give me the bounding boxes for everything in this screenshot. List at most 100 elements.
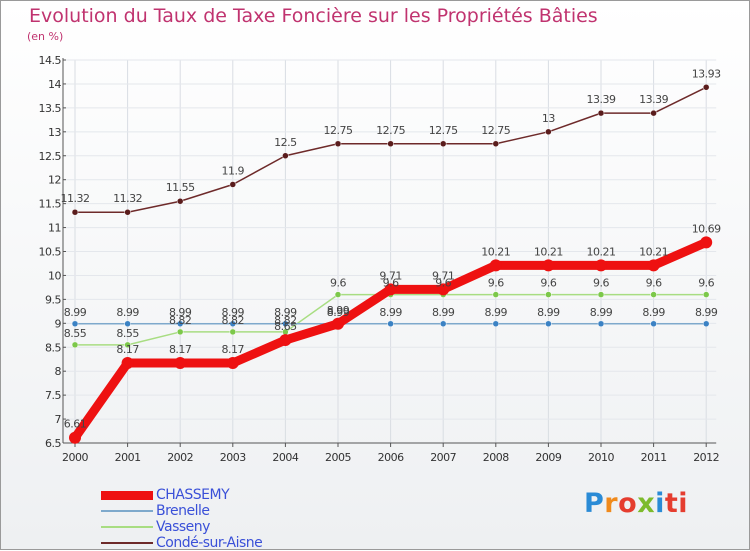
data-point — [334, 291, 342, 298]
data-point — [597, 320, 605, 328]
data-label: 6.61 — [64, 418, 87, 431]
data-label: 9.71 — [432, 269, 455, 282]
data-label: 8.99 — [379, 306, 402, 319]
data-point — [176, 320, 184, 328]
data-point — [384, 283, 397, 296]
data-point — [121, 357, 134, 370]
data-point — [387, 320, 394, 328]
data-label: 13 — [542, 112, 555, 125]
legend: CHASSEMY Brenelle Vasseny Condé-sur-Aisn… — [101, 487, 263, 551]
data-point — [176, 328, 184, 336]
data-point — [492, 320, 500, 328]
data-label: 13.39 — [639, 93, 668, 106]
data-label: 10.69 — [692, 222, 721, 235]
x-tick-label: 2011 — [641, 451, 667, 464]
legend-item-brenelle[interactable]: Brenelle — [101, 503, 262, 519]
y-tick-label: 6.5 — [45, 437, 61, 450]
data-point — [332, 317, 344, 330]
data-label: 8.99 — [64, 306, 87, 319]
legend-item-vasseny[interactable]: Vasseny — [101, 519, 262, 535]
data-point — [174, 357, 187, 370]
data-label: 12.75 — [324, 124, 353, 137]
data-label: 8.17 — [116, 343, 139, 356]
data-point — [650, 320, 657, 328]
y-tick-label: 11 — [48, 222, 61, 235]
x-tick-label: 2007 — [430, 451, 456, 464]
data-point — [647, 259, 660, 272]
legend-label-brenelle: Brenelle — [156, 503, 210, 519]
y-tick-label: 12.5 — [39, 150, 62, 163]
data-label: 10.21 — [481, 245, 510, 258]
x-tick-label: 2000 — [62, 451, 88, 464]
data-point — [226, 357, 239, 370]
y-tick-label: 11.5 — [39, 198, 62, 211]
data-label: 8.99 — [327, 304, 350, 317]
y-tick-label: 12 — [48, 174, 61, 187]
logo-letter: ti — [664, 488, 689, 519]
data-label: 9.6 — [540, 277, 556, 290]
data-label: 8.55 — [64, 327, 87, 340]
data-label: 13.93 — [692, 67, 721, 80]
data-label: 8.82 — [274, 314, 297, 327]
data-label: 9.6 — [646, 277, 662, 290]
y-tick-label: 13.5 — [39, 102, 62, 115]
data-point — [334, 140, 342, 148]
data-label: 8.99 — [222, 306, 245, 319]
data-label: 11.32 — [113, 192, 142, 205]
x-tick-label: 2002 — [167, 451, 193, 464]
data-label: 10.21 — [639, 245, 668, 258]
data-point — [700, 236, 713, 249]
chart-title: Evolution du Taux de Taxe Foncière sur l… — [29, 5, 598, 27]
data-point — [439, 140, 447, 148]
data-label: 8.99 — [274, 306, 297, 319]
x-tick-label: 2001 — [115, 451, 141, 464]
legend-item-conde-sur-aisne[interactable]: Condé-sur-Aisne — [101, 535, 263, 551]
data-point — [545, 320, 552, 328]
legend-label-vasseny: Vasseny — [156, 519, 210, 535]
y-tick-label: 13 — [48, 126, 61, 139]
x-tick-label: 2009 — [535, 451, 561, 464]
legend-item-chassemy[interactable]: CHASSEMY — [101, 487, 262, 503]
data-label: 9.6 — [330, 277, 346, 290]
legend-swatch-conde-sur-aisne — [101, 542, 153, 544]
data-point — [492, 291, 500, 298]
data-point — [439, 320, 447, 328]
data-point — [702, 291, 710, 298]
data-point — [71, 341, 79, 349]
logo-letter: P — [584, 488, 605, 519]
data-point — [387, 140, 394, 148]
data-point — [124, 341, 131, 349]
x-tick-label: 2004 — [272, 451, 298, 464]
x-tick-label: 2010 — [588, 451, 614, 464]
logo-letter: i — [655, 488, 665, 519]
data-point — [71, 208, 79, 216]
data-point — [650, 109, 657, 117]
data-label: 8.17 — [169, 343, 192, 356]
proxiti-logo: Proxiti — [584, 488, 688, 519]
data-label: 8.99 — [432, 306, 455, 319]
data-point — [282, 152, 289, 159]
data-label: 9.6 — [488, 277, 504, 290]
data-label: 10.21 — [587, 245, 616, 258]
data-label: 8.55 — [116, 327, 139, 340]
data-label: 11.55 — [166, 181, 195, 194]
y-tick-label: 8.5 — [45, 341, 61, 354]
data-label: 8.82 — [169, 314, 192, 327]
legend-label-chassemy: CHASSEMY — [156, 487, 230, 503]
legend-swatch-chassemy — [101, 490, 153, 500]
x-tick-label: 2012 — [693, 451, 719, 464]
data-label: 12.5 — [274, 136, 297, 149]
data-label: 9.6 — [593, 277, 609, 290]
x-tick-label: 2003 — [220, 451, 246, 464]
data-label: 12.75 — [429, 124, 458, 137]
x-tick-label: 2006 — [378, 451, 404, 464]
data-label: 12.75 — [376, 124, 405, 137]
data-label: 8.82 — [222, 314, 245, 327]
y-tick-label: 7 — [55, 413, 62, 426]
data-label: 8.99 — [485, 306, 508, 319]
data-label: 8.99 — [116, 306, 139, 319]
data-point — [650, 291, 657, 298]
data-point — [702, 320, 710, 328]
y-tick-label: 14 — [48, 78, 61, 91]
data-label: 9.6 — [383, 277, 399, 290]
